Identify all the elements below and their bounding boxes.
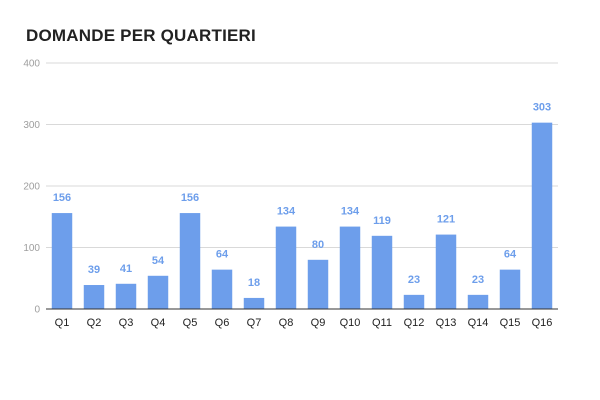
x-tick-label: Q6 — [215, 317, 230, 329]
x-tick-label: Q9 — [311, 317, 326, 329]
y-tick-label: 200 — [23, 182, 40, 193]
bar-q12 — [403, 294, 425, 309]
data-label: 54 — [152, 255, 165, 267]
data-label: 156 — [53, 192, 71, 204]
y-axis-ticks: 0 100 200 300 400 — [23, 59, 40, 316]
x-tick-label: Q11 — [372, 317, 392, 329]
bar-q10 — [339, 226, 361, 309]
data-label: 156 — [181, 192, 199, 204]
x-tick-label: Q10 — [340, 317, 361, 329]
x-tick-label: Q7 — [247, 317, 262, 329]
x-tick-label: Q12 — [404, 317, 425, 329]
y-tick-label: 400 — [23, 59, 40, 70]
data-label: 41 — [120, 263, 132, 275]
data-label: 39 — [88, 264, 100, 276]
data-label: 64 — [504, 249, 517, 261]
data-label: 18 — [248, 277, 260, 289]
y-tick-label: 0 — [34, 305, 40, 316]
y-tick-label: 300 — [23, 120, 40, 131]
bar-q5 — [179, 213, 201, 309]
data-label: 80 — [312, 239, 324, 251]
data-label: 303 — [533, 102, 551, 114]
bar-q2 — [83, 285, 105, 309]
x-tick-label: Q5 — [183, 317, 198, 329]
bar-q3 — [115, 283, 137, 309]
bar-q8 — [275, 226, 297, 309]
x-tick-label: Q13 — [436, 317, 457, 329]
data-label: 134 — [277, 206, 296, 218]
x-tick-label: Q8 — [279, 317, 294, 329]
bar-q11 — [371, 235, 393, 309]
bar-q15 — [499, 269, 521, 309]
bar-q16 — [531, 122, 553, 309]
x-tick-label: Q16 — [532, 317, 553, 329]
data-label: 23 — [408, 274, 420, 286]
x-tick-label: Q1 — [55, 317, 70, 329]
data-labels: 156 39 41 54 156 64 18 134 80 134 119 23 121 23 64 303 — [53, 102, 551, 289]
chart-title: DOMANDE PER QUARTIERI — [26, 26, 256, 45]
y-tick-label: 100 — [23, 243, 40, 254]
x-tick-label: Q4 — [151, 317, 166, 329]
data-label: 121 — [437, 214, 455, 226]
gridlines — [46, 62, 558, 248]
x-tick-label: Q15 — [500, 317, 521, 329]
data-label: 23 — [472, 274, 484, 286]
bar-q6 — [211, 269, 233, 309]
data-label: 134 — [341, 206, 360, 218]
bar-q7 — [243, 297, 265, 309]
data-label: 64 — [216, 249, 229, 261]
bar-q1 — [51, 213, 73, 309]
x-tick-label: Q2 — [87, 317, 102, 329]
x-tick-label: Q14 — [468, 317, 489, 329]
bar-q9 — [307, 259, 329, 309]
x-axis-ticks: Q1 Q2 Q3 Q4 Q5 Q6 Q7 Q8 Q9 Q10 Q11 Q12 Q13 Q14 Q15 Q16 — [55, 317, 553, 329]
x-tick-label: Q3 — [119, 317, 134, 329]
bar-q14 — [467, 294, 489, 309]
bars — [51, 122, 553, 309]
data-label: 119 — [373, 215, 391, 227]
bar-q13 — [435, 234, 457, 309]
bar-q4 — [147, 275, 169, 309]
